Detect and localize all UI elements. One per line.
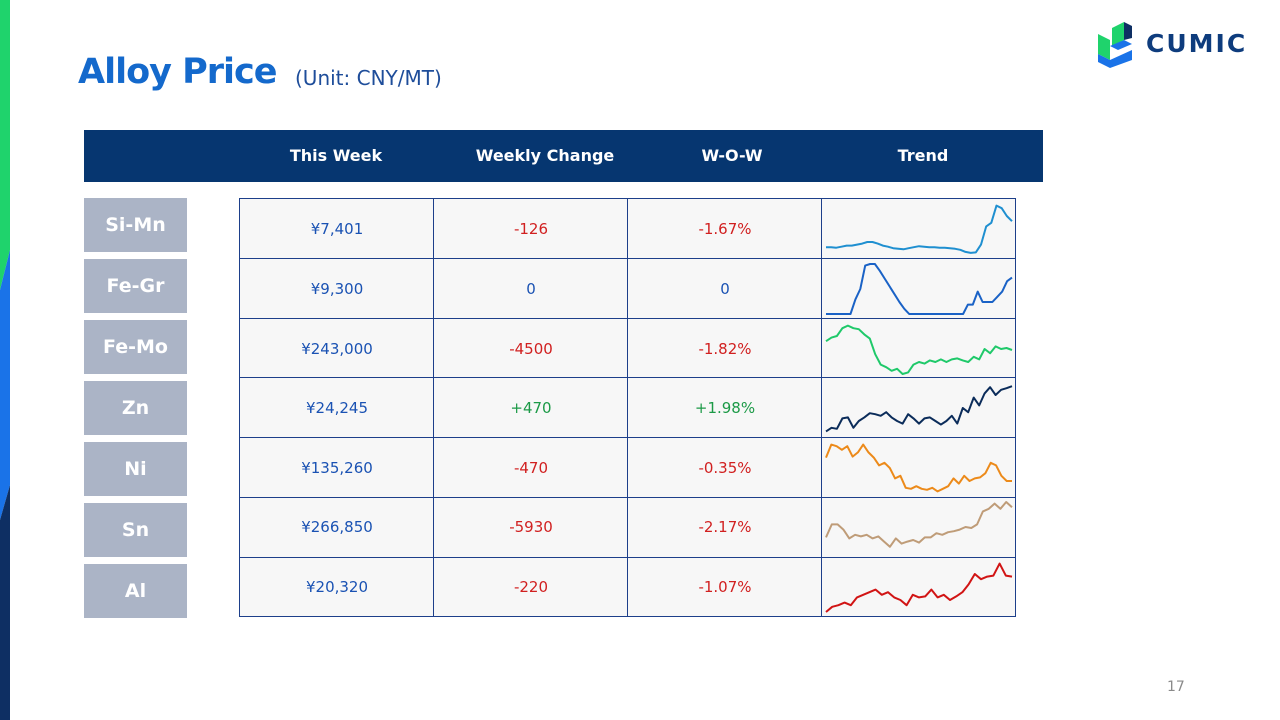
change-cell: -470 — [513, 459, 549, 477]
trend-line — [825, 501, 1013, 548]
trend-sparkline — [825, 562, 1013, 613]
trend-line — [826, 204, 1013, 254]
price-cell: ¥9,300 — [310, 280, 364, 298]
change-cell: 0 — [526, 280, 536, 298]
page-title: Alloy Price — [78, 52, 278, 92]
change-cell: -220 — [513, 578, 549, 596]
wow-cell: -0.35% — [698, 459, 752, 477]
table-header: This Week Weekly Change W-O-W Trend — [84, 130, 1043, 182]
left-accent-bar — [0, 0, 14, 720]
header-weekly-change: Weekly Change — [475, 146, 615, 165]
price-cell: ¥20,320 — [305, 578, 369, 596]
change-cell: -126 — [513, 220, 549, 238]
row-label-zn: Zn — [84, 381, 187, 435]
price-table: ¥7,401 -126 -1.67% ¥9,300 0 0 ¥243,000 -… — [239, 198, 1016, 617]
price-cell: ¥24,245 — [305, 399, 369, 417]
wow-cell: -1.67% — [698, 220, 752, 238]
unit-label: (Unit: CNY/MT) — [295, 66, 442, 90]
row-label-sn: Sn — [84, 503, 187, 557]
trend-line — [826, 263, 1013, 315]
trend-line — [825, 562, 1013, 613]
logo-text: CUMIC — [1146, 29, 1248, 58]
trend-sparkline — [826, 204, 1013, 254]
wow-cell: 0 — [720, 280, 730, 298]
change-cell: -5930 — [509, 518, 553, 536]
cumic-logo-icon — [1098, 22, 1132, 68]
wow-cell: -1.07% — [698, 578, 752, 596]
header-wow: W-O-W — [701, 146, 763, 165]
wow-cell: +1.98% — [694, 399, 756, 417]
change-cell: -4500 — [509, 340, 553, 358]
row-label-fe-mo: Fe-Mo — [84, 320, 187, 374]
header-this-week: This Week — [289, 146, 383, 165]
price-cell: ¥135,260 — [301, 459, 373, 477]
row-label-al: Al — [84, 564, 187, 618]
price-cell: ¥266,850 — [301, 518, 373, 536]
trend-line — [825, 324, 1013, 375]
trend-line — [825, 443, 1012, 493]
price-cell: ¥243,000 — [301, 340, 373, 358]
row-label-ni: Ni — [84, 442, 187, 496]
trend-sparkline — [825, 501, 1013, 548]
wow-cell: -1.82% — [698, 340, 752, 358]
price-cell: ¥7,401 — [310, 220, 364, 238]
row-label-fe-gr: Fe-Gr — [84, 259, 187, 313]
page-number: 17 — [1167, 679, 1185, 695]
trend-sparkline — [825, 443, 1012, 493]
trend-line — [825, 385, 1013, 433]
wow-cell: -2.17% — [698, 518, 752, 536]
header-trend: Trend — [897, 146, 949, 165]
trend-sparkline — [826, 263, 1013, 315]
trend-sparkline — [825, 324, 1013, 375]
change-cell: +470 — [510, 399, 552, 417]
row-label-si-mn: Si-Mn — [84, 198, 187, 252]
trend-sparkline — [825, 385, 1013, 433]
